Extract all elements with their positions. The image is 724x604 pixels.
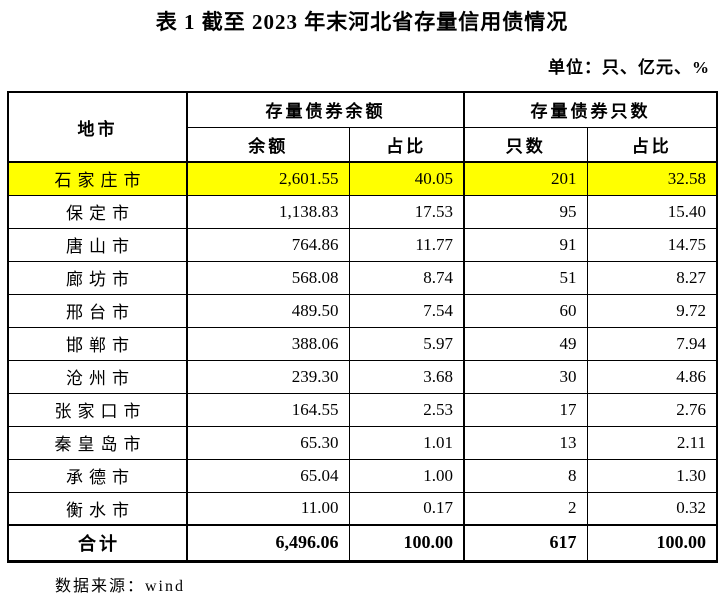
count-pct-cell: 2.11	[586, 425, 718, 460]
count-pct-cell: 9.72	[586, 293, 718, 328]
balance-pct-cell: 0.17	[348, 491, 465, 526]
count-cell: 51	[463, 260, 588, 295]
count-cell: 60	[463, 293, 588, 328]
table-row-chengde: 承德市 65.04 1.00 8 1.30	[7, 458, 718, 493]
balance-pct-cell: 1.01	[348, 425, 465, 460]
city-cell: 廊坊市	[7, 260, 188, 295]
header-sub-row: 余额 占比 只数 占比	[8, 126, 718, 163]
count-pct-cell: 1.30	[586, 458, 718, 493]
balance-cell: 65.30	[186, 425, 350, 460]
count-pct-cell: 14.75	[586, 227, 718, 262]
city-cell: 张家口市	[7, 392, 188, 427]
table-row-handan: 邯郸市 388.06 5.97 49 7.94	[7, 326, 718, 361]
count-cell: 30	[463, 359, 588, 394]
balance-pct-cell: 17.53	[348, 194, 465, 229]
city-cell: 石家庄市	[7, 161, 188, 196]
total-balance-cell: 6,496.06	[186, 524, 350, 562]
balance-cell: 388.06	[186, 326, 350, 361]
balance-cell: 11.00	[186, 491, 350, 526]
header-count-pct: 占比	[586, 126, 718, 163]
count-cell: 201	[463, 161, 588, 196]
count-cell: 91	[463, 227, 588, 262]
header-group-row: 地市 存量债券余额 存量债券只数	[7, 91, 718, 163]
count-pct-cell: 4.86	[586, 359, 718, 394]
balance-cell: 764.86	[186, 227, 350, 262]
balance-cell: 568.08	[186, 260, 350, 295]
city-cell: 唐山市	[7, 227, 188, 262]
city-cell: 邢台市	[7, 293, 188, 328]
table-row-langfang: 廊坊市 568.08 8.74 51 8.27	[7, 260, 718, 295]
count-cell: 95	[463, 194, 588, 229]
city-cell: 邯郸市	[7, 326, 188, 361]
balance-cell: 2,601.55	[186, 161, 350, 196]
count-cell: 8	[463, 458, 588, 493]
table-title: 表 1 截至 2023 年末河北省存量信用债情况	[155, 10, 569, 34]
count-cell: 17	[463, 392, 588, 427]
count-cell: 49	[463, 326, 588, 361]
data-source-note: 数据来源：wind	[55, 577, 186, 595]
total-balance-pct-cell: 100.00	[348, 524, 465, 562]
city-cell: 秦皇岛市	[7, 425, 188, 460]
balance-pct-cell: 3.68	[348, 359, 465, 394]
balance-pct-cell: 2.53	[348, 392, 465, 427]
table-body: 石家庄市 2,601.55 40.05 201 32.58 保定市 1,138.…	[7, 161, 718, 562]
table-row-cangzhou: 沧州市 239.30 3.68 30 4.86	[7, 359, 718, 394]
header-city: 地市	[7, 91, 188, 163]
unit-note: 单位：只、亿元、%	[548, 58, 710, 77]
city-cell: 承德市	[7, 458, 188, 493]
count-pct-cell: 15.40	[586, 194, 718, 229]
total-label-cell: 合计	[7, 524, 188, 562]
header-balance-pct: 占比	[348, 126, 465, 163]
total-count-cell: 617	[463, 524, 588, 562]
count-pct-cell: 0.32	[586, 491, 718, 526]
count-cell: 13	[463, 425, 588, 460]
table-header: 地市 存量债券余额 存量债券只数 余额 占比 只数 占比	[7, 91, 718, 163]
table-row-xingtai: 邢台市 489.50 7.54 60 9.72	[7, 293, 718, 328]
balance-pct-cell: 1.00	[348, 458, 465, 493]
balance-cell: 65.04	[186, 458, 350, 493]
count-pct-cell: 7.94	[586, 326, 718, 361]
balance-pct-cell: 7.54	[348, 293, 465, 328]
count-pct-cell: 32.58	[586, 161, 718, 196]
header-balance: 余额	[186, 126, 350, 163]
city-cell: 保定市	[7, 194, 188, 229]
header-group-balance: 存量债券余额	[186, 91, 465, 128]
table-row-hengshui: 衡水市 11.00 0.17 2 0.32	[7, 491, 718, 526]
table-row-zhangjiakou: 张家口市 164.55 2.53 17 2.76	[7, 392, 718, 427]
balance-pct-cell: 11.77	[348, 227, 465, 262]
balance-pct-cell: 8.74	[348, 260, 465, 295]
report-page: 表 1 截至 2023 年末河北省存量信用债情况 单位：只、亿元、% 地市 存量…	[0, 9, 724, 604]
balance-cell: 164.55	[186, 392, 350, 427]
total-count-pct-cell: 100.00	[586, 524, 718, 562]
count-cell: 2	[463, 491, 588, 526]
table-row-qinhuangdao: 秦皇岛市 65.30 1.01 13 2.11	[7, 425, 718, 460]
credit-bond-table: 地市 存量债券余额 存量债券只数 余额 占比 只数 占比 石家庄市 2,601.…	[7, 91, 718, 563]
table-row-total: 合计 6,496.06 100.00 617 100.00	[7, 524, 718, 562]
city-cell: 沧州市	[7, 359, 188, 394]
balance-cell: 239.30	[186, 359, 350, 394]
balance-cell: 1,138.83	[186, 194, 350, 229]
balance-pct-cell: 40.05	[348, 161, 465, 196]
table-row-shijiazhuang: 石家庄市 2,601.55 40.05 201 32.58	[7, 161, 718, 196]
count-pct-cell: 2.76	[586, 392, 718, 427]
table-row-tangshan: 唐山市 764.86 11.77 91 14.75	[7, 227, 718, 262]
balance-pct-cell: 5.97	[348, 326, 465, 361]
table-row-baoding: 保定市 1,138.83 17.53 95 15.40	[7, 194, 718, 229]
header-group-count: 存量债券只数	[463, 91, 718, 128]
balance-cell: 489.50	[186, 293, 350, 328]
header-count: 只数	[463, 126, 588, 163]
count-pct-cell: 8.27	[586, 260, 718, 295]
city-cell: 衡水市	[7, 491, 188, 526]
